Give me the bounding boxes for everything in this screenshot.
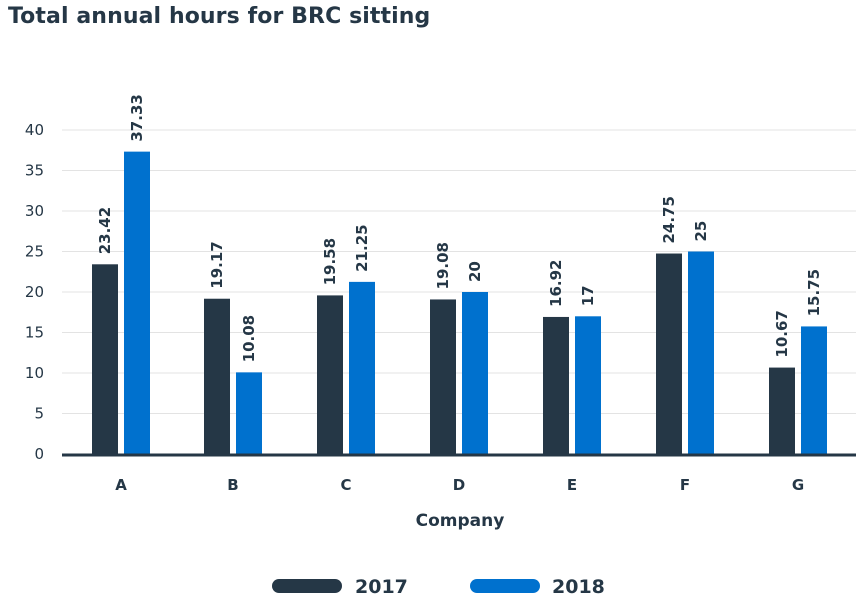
bar-2017-B [204,298,230,454]
bar-2018-E [575,316,601,454]
x-tick-label: G [792,476,804,494]
data-label: 10.67 [773,310,791,357]
data-label: 17 [579,285,597,306]
data-label: 20 [466,261,484,282]
y-tick-label: 5 [34,405,44,423]
bar-2017-G [769,367,795,454]
y-tick-label: 40 [25,121,44,139]
data-label: 23.42 [96,207,114,254]
data-label: 19.17 [208,241,226,288]
x-tick-label: B [227,476,238,494]
data-label: 37.33 [128,94,146,141]
legend: 2017 2018 [272,576,605,598]
data-label: 10.08 [240,315,258,362]
bar-2018-F [688,251,714,454]
y-axis-ticks: 0 5 10 15 20 25 30 35 40 [25,121,44,463]
data-labels: 23.42 37.33 19.17 10.08 19.58 21.25 19.08 20 16.… [96,94,823,362]
bar-2017-E [543,316,569,454]
bar-2018-C [349,281,375,454]
bar-2017-C [317,295,343,454]
bar-2018-G [801,326,827,454]
x-tick-label: E [567,476,577,494]
data-label: 19.58 [321,238,339,285]
data-label: 24.75 [660,196,678,243]
bar-2018-B [236,372,262,454]
y-tick-label: 0 [34,445,44,463]
x-axis-ticks: A B C D E F G [115,476,804,494]
bar-2018-A [124,151,150,454]
y-tick-label: 25 [25,243,44,261]
x-axis-label: Company [416,511,505,531]
bar-2017-F [656,253,682,454]
bar-2017-A [92,264,118,454]
data-label: 25 [692,221,710,242]
legend-label-2017: 2017 [355,576,408,598]
data-label: 16.92 [547,259,565,306]
y-tick-label: 15 [25,324,44,342]
data-label: 21.25 [353,224,371,271]
data-label: 19.08 [434,242,452,289]
legend-label-2018: 2018 [552,576,605,598]
x-tick-label: A [115,476,127,494]
bars [92,151,827,454]
y-tick-label: 30 [25,202,44,220]
legend-swatch-2017 [272,579,342,593]
y-tick-label: 10 [25,364,44,382]
y-tick-label: 35 [25,162,44,180]
x-tick-label: D [453,476,465,494]
gridlines [62,129,856,414]
chart-title: Total annual hours for BRC sitting [8,4,431,29]
bar-2018-D [462,292,488,454]
x-tick-label: C [340,476,351,494]
x-tick-label: F [680,476,690,494]
data-label: 15.75 [805,269,823,316]
legend-swatch-2018 [470,579,540,593]
y-tick-label: 20 [25,283,44,301]
bar-2017-D [430,299,456,454]
